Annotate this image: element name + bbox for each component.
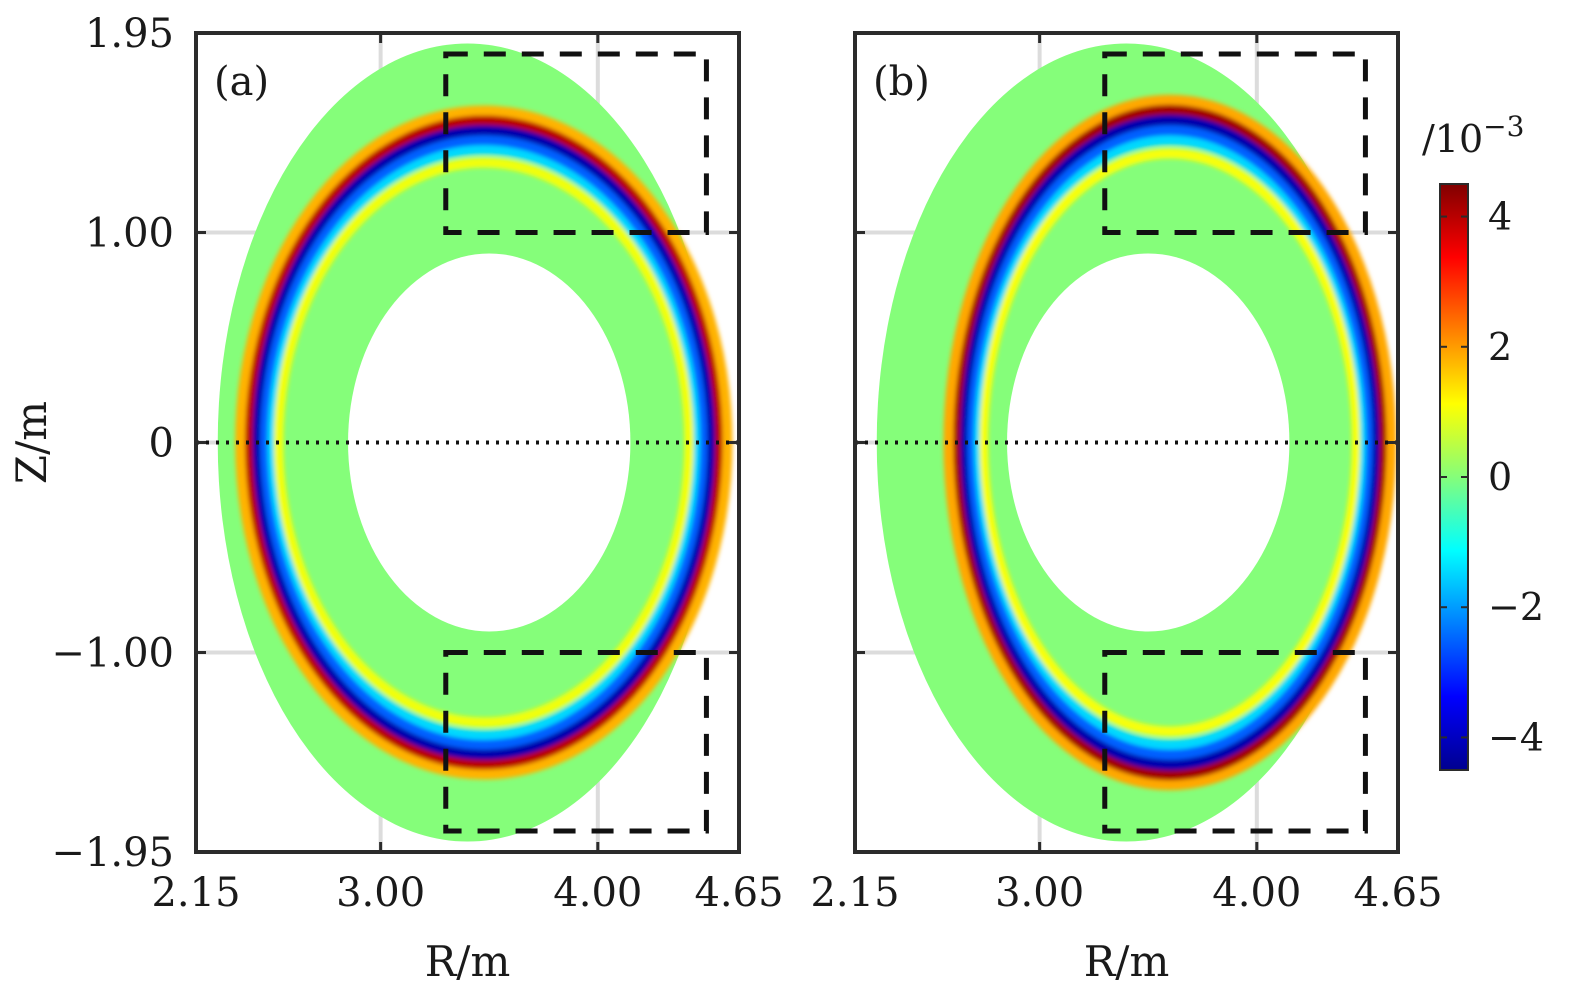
y-tick-label: 1.95 bbox=[85, 11, 174, 57]
mode-ring bbox=[953, 111, 1387, 774]
y-tick-label: −1.95 bbox=[51, 830, 174, 876]
x-tick-label: 4.00 bbox=[553, 870, 642, 916]
dashed-box bbox=[443, 51, 709, 235]
plasma-inner-boundary bbox=[1007, 253, 1290, 632]
colorbar-unit-base: /10 bbox=[1422, 117, 1483, 161]
x-tick-label: 4.00 bbox=[1212, 870, 1301, 916]
x-tick-label: 2.15 bbox=[151, 870, 240, 916]
colorbar-unit-label: /10−3 bbox=[1422, 110, 1524, 161]
dashed-box bbox=[1102, 51, 1368, 235]
colorbar-tick-label: −4 bbox=[1488, 715, 1544, 759]
y-tick-label: −1.00 bbox=[51, 631, 174, 677]
x-tick-label: 4.65 bbox=[694, 870, 783, 916]
plasma-inner-boundary bbox=[348, 253, 631, 632]
x-axis-title: R/m bbox=[425, 937, 511, 986]
x-tick-labels: 2.15 3.00 4.00 4.65 bbox=[810, 870, 1442, 916]
mode-ring bbox=[246, 121, 722, 764]
tick-marks bbox=[194, 31, 741, 854]
colorbar: 4 2 0 −2 −4 /10−3 bbox=[1422, 110, 1544, 771]
colorbar-ticks: 4 2 0 −2 −4 bbox=[1440, 195, 1544, 759]
colorbar-tick-label: 4 bbox=[1488, 195, 1512, 239]
inner-hole bbox=[1007, 253, 1290, 632]
colorbar-unit-exponent: −3 bbox=[1483, 110, 1524, 143]
y-tick-labels: 1.95 1.00 0 −1.00 −1.95 bbox=[51, 11, 174, 876]
panel-b: (b) 2.15 3.00 4.00 4.65 R/m bbox=[810, 31, 1443, 986]
inner-hole bbox=[348, 253, 631, 632]
colorbar-tick-label: −2 bbox=[1488, 585, 1544, 629]
y-tick-label: 0 bbox=[149, 421, 174, 467]
dashed-box bbox=[1102, 650, 1368, 834]
colorbar-tick-label: 2 bbox=[1488, 325, 1512, 369]
colorbar-tick-label: 0 bbox=[1488, 455, 1512, 499]
panel-label: (a) bbox=[214, 59, 269, 105]
dashed-box bbox=[443, 650, 709, 834]
panel-label: (b) bbox=[873, 59, 930, 105]
y-tick-label: 1.00 bbox=[85, 211, 174, 257]
x-tick-label: 3.00 bbox=[995, 870, 1084, 916]
panel-a: (a) 2.15 3.00 4.00 4.65 1.95 1.00 0 −1.00 −1.95… bbox=[7, 11, 784, 986]
x-tick-labels: 2.15 3.00 4.00 4.65 bbox=[151, 870, 783, 916]
x-axis-title: R/m bbox=[1084, 937, 1170, 986]
x-tick-label: 4.65 bbox=[1353, 870, 1442, 916]
x-tick-label: 3.00 bbox=[336, 870, 425, 916]
overlays bbox=[196, 51, 739, 834]
tick-marks bbox=[853, 31, 1400, 854]
overlays bbox=[855, 51, 1398, 834]
y-axis-title: Z/m bbox=[7, 401, 56, 484]
x-tick-label: 2.15 bbox=[810, 870, 899, 916]
